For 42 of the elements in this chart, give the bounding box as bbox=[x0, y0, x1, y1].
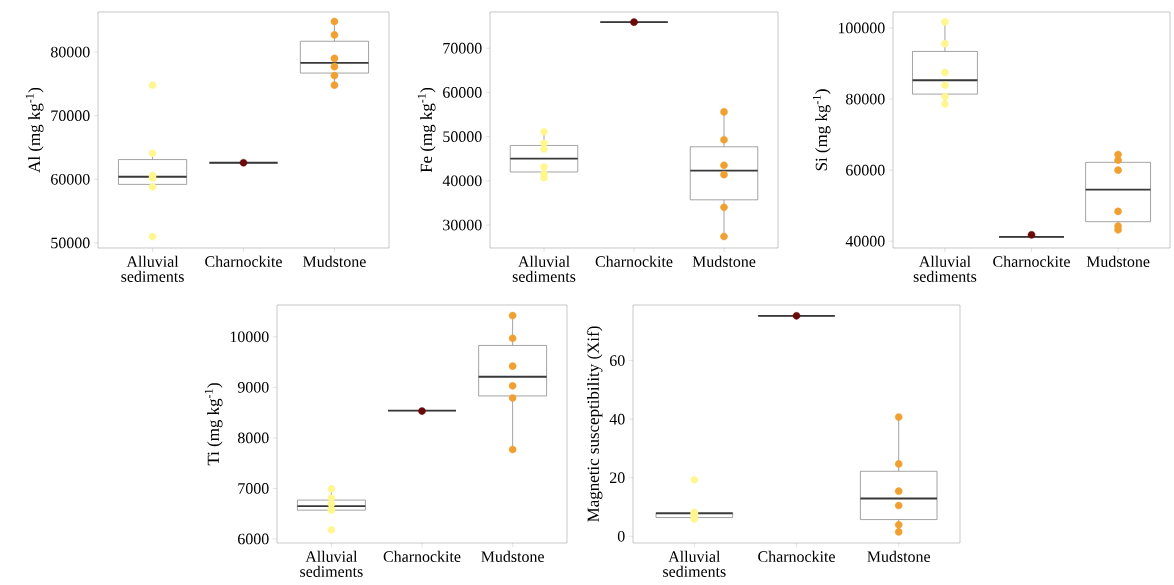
y-axis-title: Al (mg kg$^{-1}$) bbox=[25, 87, 44, 173]
y-tick-label: 30000 bbox=[443, 219, 482, 231]
y-tick-label: 40000 bbox=[845, 235, 885, 247]
y-tick-label: 10000 bbox=[230, 331, 269, 343]
y-tick-label: 80000 bbox=[50, 46, 90, 58]
x-tick-label: Alluvial sediments bbox=[913, 255, 977, 282]
y-tick-label: 0 bbox=[617, 530, 625, 542]
x-tick-label: Mudstone bbox=[692, 255, 756, 267]
x-tick-label: Charnockite bbox=[758, 550, 835, 562]
x-tick-label: Mudstone bbox=[1086, 255, 1150, 267]
y-tick-label: 7000 bbox=[238, 483, 269, 494]
x-tick-label: Alluvial sediments bbox=[300, 550, 363, 577]
y-axis-title: Si (mg kg$^{-1}$) bbox=[812, 89, 831, 171]
x-tick-label: Alluvial sediments bbox=[663, 550, 726, 577]
y-axis-title: Ti (mg kg$^{-1}$) bbox=[204, 383, 223, 466]
y-tick-label: 40 bbox=[609, 413, 625, 425]
y-tick-label: 8000 bbox=[237, 432, 269, 444]
x-tick-label: Alluvial sediments bbox=[121, 255, 184, 282]
y-tick-label: 6000 bbox=[238, 533, 269, 545]
y-tick-label: 20 bbox=[610, 472, 625, 484]
y-tick-label: 40000 bbox=[442, 175, 482, 187]
y-tick-label: 60000 bbox=[51, 173, 90, 185]
y-tick-label: 9000 bbox=[237, 381, 269, 393]
y-tick-label: 50000 bbox=[443, 131, 482, 142]
x-tick-label: Alluvial sediments bbox=[512, 255, 576, 282]
y-tick-label: 60000 bbox=[846, 164, 885, 176]
x-tick-label: Charnockite bbox=[205, 255, 282, 267]
y-tick-label: 70000 bbox=[51, 110, 90, 122]
x-tick-label: Mudstone bbox=[481, 550, 544, 562]
x-tick-label: Charnockite bbox=[993, 255, 1070, 267]
y-tick-label: 60 bbox=[609, 355, 625, 366]
y-tick-label: 60000 bbox=[443, 87, 482, 98]
x-tick-label: Charnockite bbox=[595, 255, 673, 267]
x-tick-label: Mudstone bbox=[867, 550, 931, 562]
y-tick-label: 50000 bbox=[51, 237, 90, 249]
y-tick-label: 80000 bbox=[846, 93, 885, 105]
y-tick-label: 100000 bbox=[838, 22, 885, 34]
x-tick-label: Mudstone bbox=[303, 255, 366, 267]
y-tick-label: 70000 bbox=[443, 42, 482, 54]
x-tick-label: Charnockite bbox=[383, 550, 461, 562]
y-axis-title: Magnetic susceptibility (Xif) bbox=[586, 326, 603, 522]
y-axis-title: Fe (mg kg$^{-1}$) bbox=[417, 87, 436, 173]
